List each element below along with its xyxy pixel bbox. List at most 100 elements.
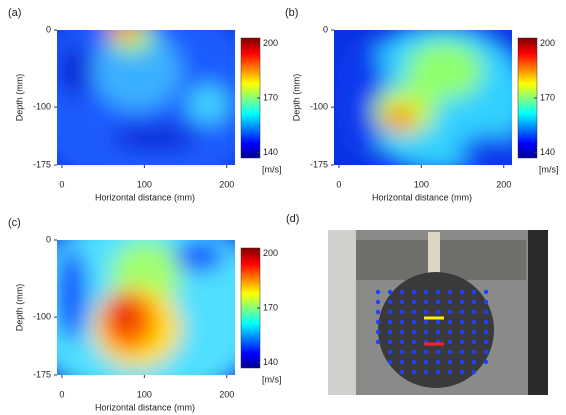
- sensor: [436, 290, 440, 294]
- sensor: [472, 370, 476, 374]
- sensor: [472, 340, 476, 344]
- sensor: [424, 310, 428, 314]
- sensor: [424, 290, 428, 294]
- y-tick-label: 0: [46, 24, 51, 34]
- photo-frame: [328, 230, 356, 395]
- sensor: [424, 350, 428, 354]
- sensor: [448, 350, 452, 354]
- sensor: [460, 370, 464, 374]
- sensor: [400, 290, 404, 294]
- y-tick-label: -100: [310, 102, 328, 112]
- sensor: [484, 330, 488, 334]
- sensor: [460, 300, 464, 304]
- panel: (c)01002000-100-175Horizontal distance (…: [8, 213, 282, 412]
- sensor: [400, 370, 404, 374]
- sensor: [412, 320, 416, 324]
- colorbar-tick-label: 140: [263, 357, 278, 367]
- sensor: [424, 320, 428, 324]
- sensor: [448, 330, 452, 334]
- x-tick-label: 200: [496, 179, 511, 189]
- sensor: [424, 360, 428, 364]
- sensor: [424, 330, 428, 334]
- sensor: [376, 310, 380, 314]
- sensor: [376, 330, 380, 334]
- heatmap-field: [21, 213, 270, 402]
- colorbar-unit: [m/s]: [539, 164, 559, 174]
- panel-label: (d): [286, 213, 299, 225]
- x-tick-label: 0: [59, 389, 64, 399]
- heatmap: [21, 213, 270, 402]
- sensor: [484, 350, 488, 354]
- sensor: [436, 370, 440, 374]
- sensor: [460, 310, 464, 314]
- sensor: [472, 310, 476, 314]
- colorbar-tick-label: 140: [263, 147, 278, 157]
- heat-blob: [174, 240, 224, 272]
- colorbar-tick-label: 200: [540, 38, 555, 48]
- x-tick-label: 200: [219, 389, 234, 399]
- heatmap-field: [336, 23, 530, 172]
- sensor: [388, 290, 392, 294]
- sensor: [484, 320, 488, 324]
- sensor: [412, 310, 416, 314]
- sensor: [484, 290, 488, 294]
- x-axis-label: Horizontal distance (mm): [95, 402, 195, 412]
- sensor: [472, 360, 476, 364]
- y-axis-label: Depth (mm): [291, 74, 301, 122]
- sensor: [412, 340, 416, 344]
- heat-blob: [336, 37, 386, 159]
- panel-label: (a): [8, 7, 21, 19]
- sensor: [460, 350, 464, 354]
- sensor: [484, 340, 488, 344]
- sensor: [412, 300, 416, 304]
- sensor: [412, 350, 416, 354]
- y-axis-label: Depth (mm): [14, 74, 24, 122]
- heatmap: [334, 23, 530, 172]
- heat-blob: [387, 114, 405, 130]
- sensor: [412, 370, 416, 374]
- x-tick-label: 100: [414, 179, 429, 189]
- heat-blob: [57, 44, 93, 98]
- sensor: [376, 300, 380, 304]
- sensor: [424, 370, 428, 374]
- y-tick-label: -100: [33, 102, 51, 112]
- sensor: [448, 300, 452, 304]
- sensor: [436, 300, 440, 304]
- sensor: [400, 360, 404, 364]
- sensor: [460, 340, 464, 344]
- x-axis-label: Horizontal distance (mm): [372, 192, 472, 202]
- sensor: [436, 330, 440, 334]
- photo-frame: [528, 230, 548, 395]
- heat-blob: [55, 247, 87, 342]
- sensor: [424, 300, 428, 304]
- sensor: [448, 370, 452, 374]
- sensor: [436, 320, 440, 324]
- x-tick-label: 0: [336, 179, 341, 189]
- x-axis-label: Horizontal distance (mm): [95, 192, 195, 202]
- sensor: [436, 360, 440, 364]
- sensor: [400, 350, 404, 354]
- x-tick-label: 200: [219, 179, 234, 189]
- sensor: [448, 290, 452, 294]
- y-tick-label: -175: [33, 159, 51, 169]
- heatmap: [21, 3, 270, 192]
- sensor: [388, 330, 392, 334]
- sensor: [460, 320, 464, 324]
- sensor: [436, 310, 440, 314]
- sensor: [412, 360, 416, 364]
- colorbar-unit: [m/s]: [262, 374, 282, 384]
- photo-specimen: [378, 272, 494, 388]
- sensor: [472, 290, 476, 294]
- heat-blob: [187, 84, 230, 125]
- sensor: [460, 360, 464, 364]
- sensor: [448, 340, 452, 344]
- colorbar-tick-label: 200: [263, 248, 278, 258]
- y-tick-label: 0: [46, 234, 51, 244]
- sensor: [448, 360, 452, 364]
- photo-panel: (d): [286, 213, 548, 395]
- heat-blob: [110, 125, 199, 152]
- sensor: [436, 350, 440, 354]
- sensor: [484, 300, 488, 304]
- figure: (d) (a) 0 100 200 0 -100 -175 Horizontal distan…: [0, 0, 566, 415]
